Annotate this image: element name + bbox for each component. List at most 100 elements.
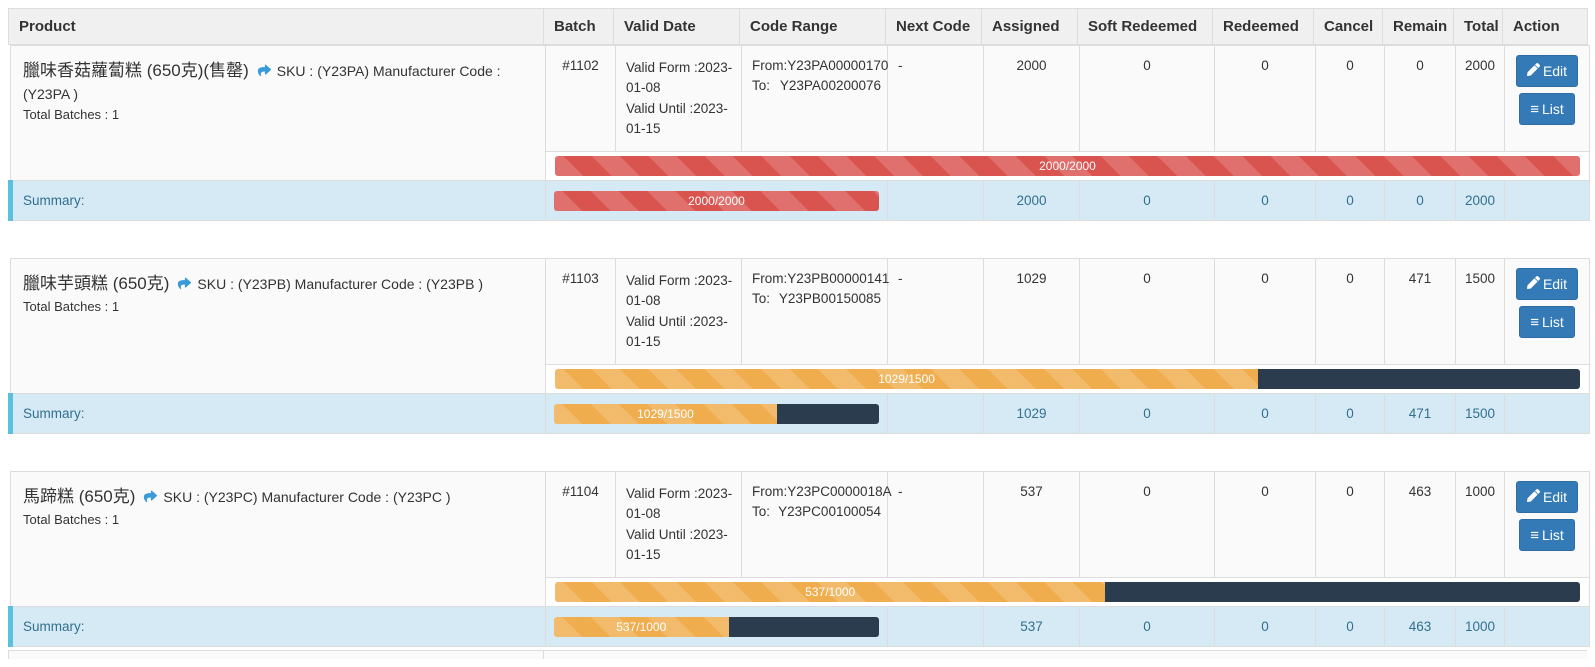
total-value: 1500 bbox=[1455, 258, 1505, 365]
valid-from: Valid Form :2023-01-08 bbox=[626, 486, 733, 522]
valid-date-cell: Valid Form :2023-01-08 Valid Until :2023… bbox=[615, 45, 742, 152]
progress-fill: 1029/1500 bbox=[554, 403, 777, 424]
total-batches: Total Batches : 1 bbox=[23, 512, 120, 527]
summary-label: Summary: bbox=[8, 180, 546, 221]
edit-button[interactable]: Edit bbox=[1515, 55, 1579, 88]
next-code: - bbox=[887, 45, 984, 152]
batch-id: #1102 bbox=[545, 45, 616, 152]
list-button[interactable]: ≡ List bbox=[1519, 306, 1575, 339]
summary-total: 1500 bbox=[1455, 393, 1505, 434]
col-next-code: Next Code bbox=[885, 8, 982, 45]
summary-redeemed: 0 bbox=[1214, 393, 1316, 434]
product-cell: 馬蹄糕 (650克) SKU : (Y23PC) Manufacturer Cod… bbox=[10, 471, 546, 607]
list-icon: ≡ bbox=[1530, 313, 1539, 331]
redeemed-value: 0 bbox=[1214, 258, 1316, 365]
list-icon: ≡ bbox=[1530, 526, 1539, 544]
product-name: 臘味芋頭糕 (650克) bbox=[23, 274, 170, 293]
batch-progress-cell: 1029/1500 bbox=[545, 364, 1590, 394]
col-remain: Remain bbox=[1382, 8, 1454, 45]
progress-fill: 2000/2000 bbox=[554, 190, 879, 211]
summary-cancel: 0 bbox=[1315, 606, 1385, 647]
pencil-icon bbox=[1526, 62, 1540, 80]
summary-next-code-cell bbox=[887, 606, 984, 647]
progress-fill: 1029/1500 bbox=[555, 369, 1259, 389]
summary-action-cell bbox=[1504, 393, 1590, 434]
summary-progress-cell: 537/1000 bbox=[545, 606, 888, 647]
summary-action-cell bbox=[1504, 606, 1590, 647]
valid-date-cell: Valid Form :2023-01-08 Valid Until :2023… bbox=[615, 471, 742, 578]
valid-from: Valid Form :2023-01-08 bbox=[626, 273, 733, 309]
to-label: To: bbox=[752, 291, 771, 306]
progress-remainder bbox=[1105, 582, 1580, 602]
next-group-partial bbox=[8, 650, 1587, 659]
col-assigned: Assigned bbox=[981, 8, 1078, 45]
progress-remainder bbox=[728, 616, 879, 637]
total-batches: Total Batches : 1 bbox=[23, 107, 120, 122]
summary-remain: 0 bbox=[1384, 180, 1456, 221]
progress-remainder bbox=[776, 403, 879, 424]
col-total: Total bbox=[1453, 8, 1503, 45]
summary-assigned: 1029 bbox=[983, 393, 1080, 434]
soft-redeemed-value: 0 bbox=[1079, 45, 1215, 152]
batch-progress-row: 2000/2000 bbox=[11, 151, 1590, 181]
code-range-cell: From: Y23PC0000018A To: Y23PC00100054 bbox=[741, 471, 892, 578]
batch-id: #1103 bbox=[545, 258, 616, 365]
product-cell: 臘味芋頭糕 (650克) SKU : (Y23PB) Manufacturer C… bbox=[10, 258, 546, 394]
valid-until: Valid Until :2023-01-15 bbox=[626, 526, 728, 562]
summary-soft-redeemed: 0 bbox=[1079, 393, 1215, 434]
list-icon: ≡ bbox=[1530, 100, 1539, 118]
batch-row: 臘味芋頭糕 (650克) SKU : (Y23PB) Manufacturer C… bbox=[10, 258, 1590, 394]
col-redeemed: Redeemed bbox=[1212, 8, 1314, 45]
pencil-icon bbox=[1526, 488, 1540, 506]
list-button[interactable]: ≡ List bbox=[1519, 519, 1575, 552]
edit-button[interactable]: Edit bbox=[1515, 481, 1579, 514]
product-group-1: 臘味香菇蘿蔔糕 (650克)(售罄) SKU : (Y23PA) Manufact… bbox=[8, 45, 1590, 221]
summary-total: 2000 bbox=[1455, 180, 1505, 221]
product-name: 臘味香菇蘿蔔糕 (650克)(售罄) bbox=[23, 61, 249, 80]
action-cell: Edit ≡ List bbox=[1504, 45, 1590, 152]
batch-progress-bar: 1029/1500 bbox=[555, 369, 1580, 389]
assigned-value: 1029 bbox=[983, 258, 1080, 365]
product-sku: SKU : (Y23PB) Manufacturer Code : (Y23PB… bbox=[197, 276, 483, 292]
code-from: Y23PB00000141 bbox=[787, 271, 890, 286]
valid-from: Valid Form :2023-01-08 bbox=[626, 60, 733, 96]
next-code: - bbox=[887, 258, 984, 365]
summary-total: 1000 bbox=[1455, 606, 1505, 647]
summary-remain: 463 bbox=[1384, 606, 1456, 647]
code-from: Y23PC0000018A bbox=[787, 484, 892, 499]
col-code-range: Code Range bbox=[739, 8, 886, 45]
cancel-value: 0 bbox=[1315, 45, 1385, 152]
code-range-cell: From: Y23PA00000170 To: Y23PA00200076 bbox=[741, 45, 888, 152]
valid-until: Valid Until :2023-01-15 bbox=[626, 313, 728, 349]
edit-button[interactable]: Edit bbox=[1515, 268, 1579, 301]
summary-progress-cell: 1029/1500 bbox=[545, 393, 888, 434]
batch-progress-bar: 537/1000 bbox=[555, 582, 1580, 602]
summary-assigned: 537 bbox=[983, 606, 1080, 647]
next-code: - bbox=[887, 471, 984, 578]
assigned-value: 537 bbox=[983, 471, 1080, 578]
total-batches: Total Batches : 1 bbox=[23, 299, 120, 314]
redeemed-value: 0 bbox=[1214, 471, 1316, 578]
summary-next-code-cell bbox=[887, 393, 984, 434]
product-cell: 臘味香菇蘿蔔糕 (650克)(售罄) SKU : (Y23PA) Manufact… bbox=[10, 45, 546, 181]
list-button[interactable]: ≡ List bbox=[1519, 93, 1575, 126]
summary-row: Summary: 537/1000 537 0 0 0 463 1000 bbox=[8, 606, 1590, 647]
from-label: From: bbox=[752, 484, 788, 499]
progress-fill: 2000/2000 bbox=[555, 156, 1580, 176]
valid-date-cell: Valid Form :2023-01-08 Valid Until :2023… bbox=[615, 258, 742, 365]
code-to: Y23PB00150085 bbox=[778, 291, 881, 306]
col-action: Action bbox=[1502, 8, 1588, 45]
action-cell: Edit ≡ List bbox=[1504, 471, 1590, 578]
batch-id: #1104 bbox=[545, 471, 616, 578]
col-valid-date: Valid Date bbox=[613, 8, 740, 45]
summary-next-code-cell bbox=[887, 180, 984, 221]
summary-cancel: 0 bbox=[1315, 393, 1385, 434]
share-arrow-icon bbox=[176, 276, 192, 297]
from-label: From: bbox=[752, 58, 788, 73]
to-label: To: bbox=[752, 78, 771, 93]
col-cancel: Cancel bbox=[1313, 8, 1383, 45]
remain-value: 471 bbox=[1384, 258, 1456, 365]
batch-row: 馬蹄糕 (650克) SKU : (Y23PC) Manufacturer Cod… bbox=[10, 471, 1590, 607]
remain-value: 463 bbox=[1384, 471, 1456, 578]
summary-row: Summary: 1029/1500 1029 0 0 0 471 1500 bbox=[8, 393, 1590, 434]
